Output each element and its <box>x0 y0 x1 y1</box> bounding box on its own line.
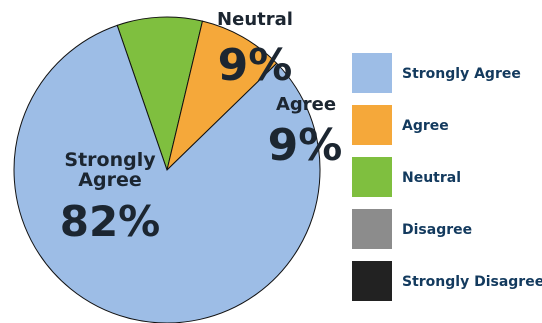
label-strongly-agree-line2: Agree <box>78 169 141 191</box>
legend-swatch-strongly-agree <box>352 53 392 93</box>
label-neutral-percent: 9% <box>218 40 293 91</box>
pie-slice-agree <box>166 20 278 172</box>
label-strongly-agree-percent: 82% <box>60 197 161 246</box>
label-agree: Agree <box>276 94 336 115</box>
label-agree-percent: 9% <box>268 120 343 171</box>
legend-swatch-disagree <box>352 209 392 249</box>
legend-swatch-neutral <box>352 157 392 197</box>
legend-swatch-agree <box>352 105 392 145</box>
label-strongly-agree-line1: Strongly <box>64 149 156 171</box>
pie-slices <box>13 16 321 323</box>
label-neutral: Neutral <box>217 9 293 30</box>
legend-swatch-strongly-disagree <box>352 261 392 301</box>
legend-label-strongly-disagree: Strongly Disagree <box>402 274 542 290</box>
legend-label-disagree: Disagree <box>402 222 472 238</box>
legend-label-strongly-agree: Strongly Agree <box>402 66 521 82</box>
legend-label-agree: Agree <box>402 118 449 134</box>
legend-label-neutral: Neutral <box>402 170 461 186</box>
pie-slice-neutral <box>116 16 204 172</box>
legend: Strongly Agree Agree Neutral Disagree St… <box>352 53 542 301</box>
pie-slice-strongly-agree <box>13 24 321 323</box>
